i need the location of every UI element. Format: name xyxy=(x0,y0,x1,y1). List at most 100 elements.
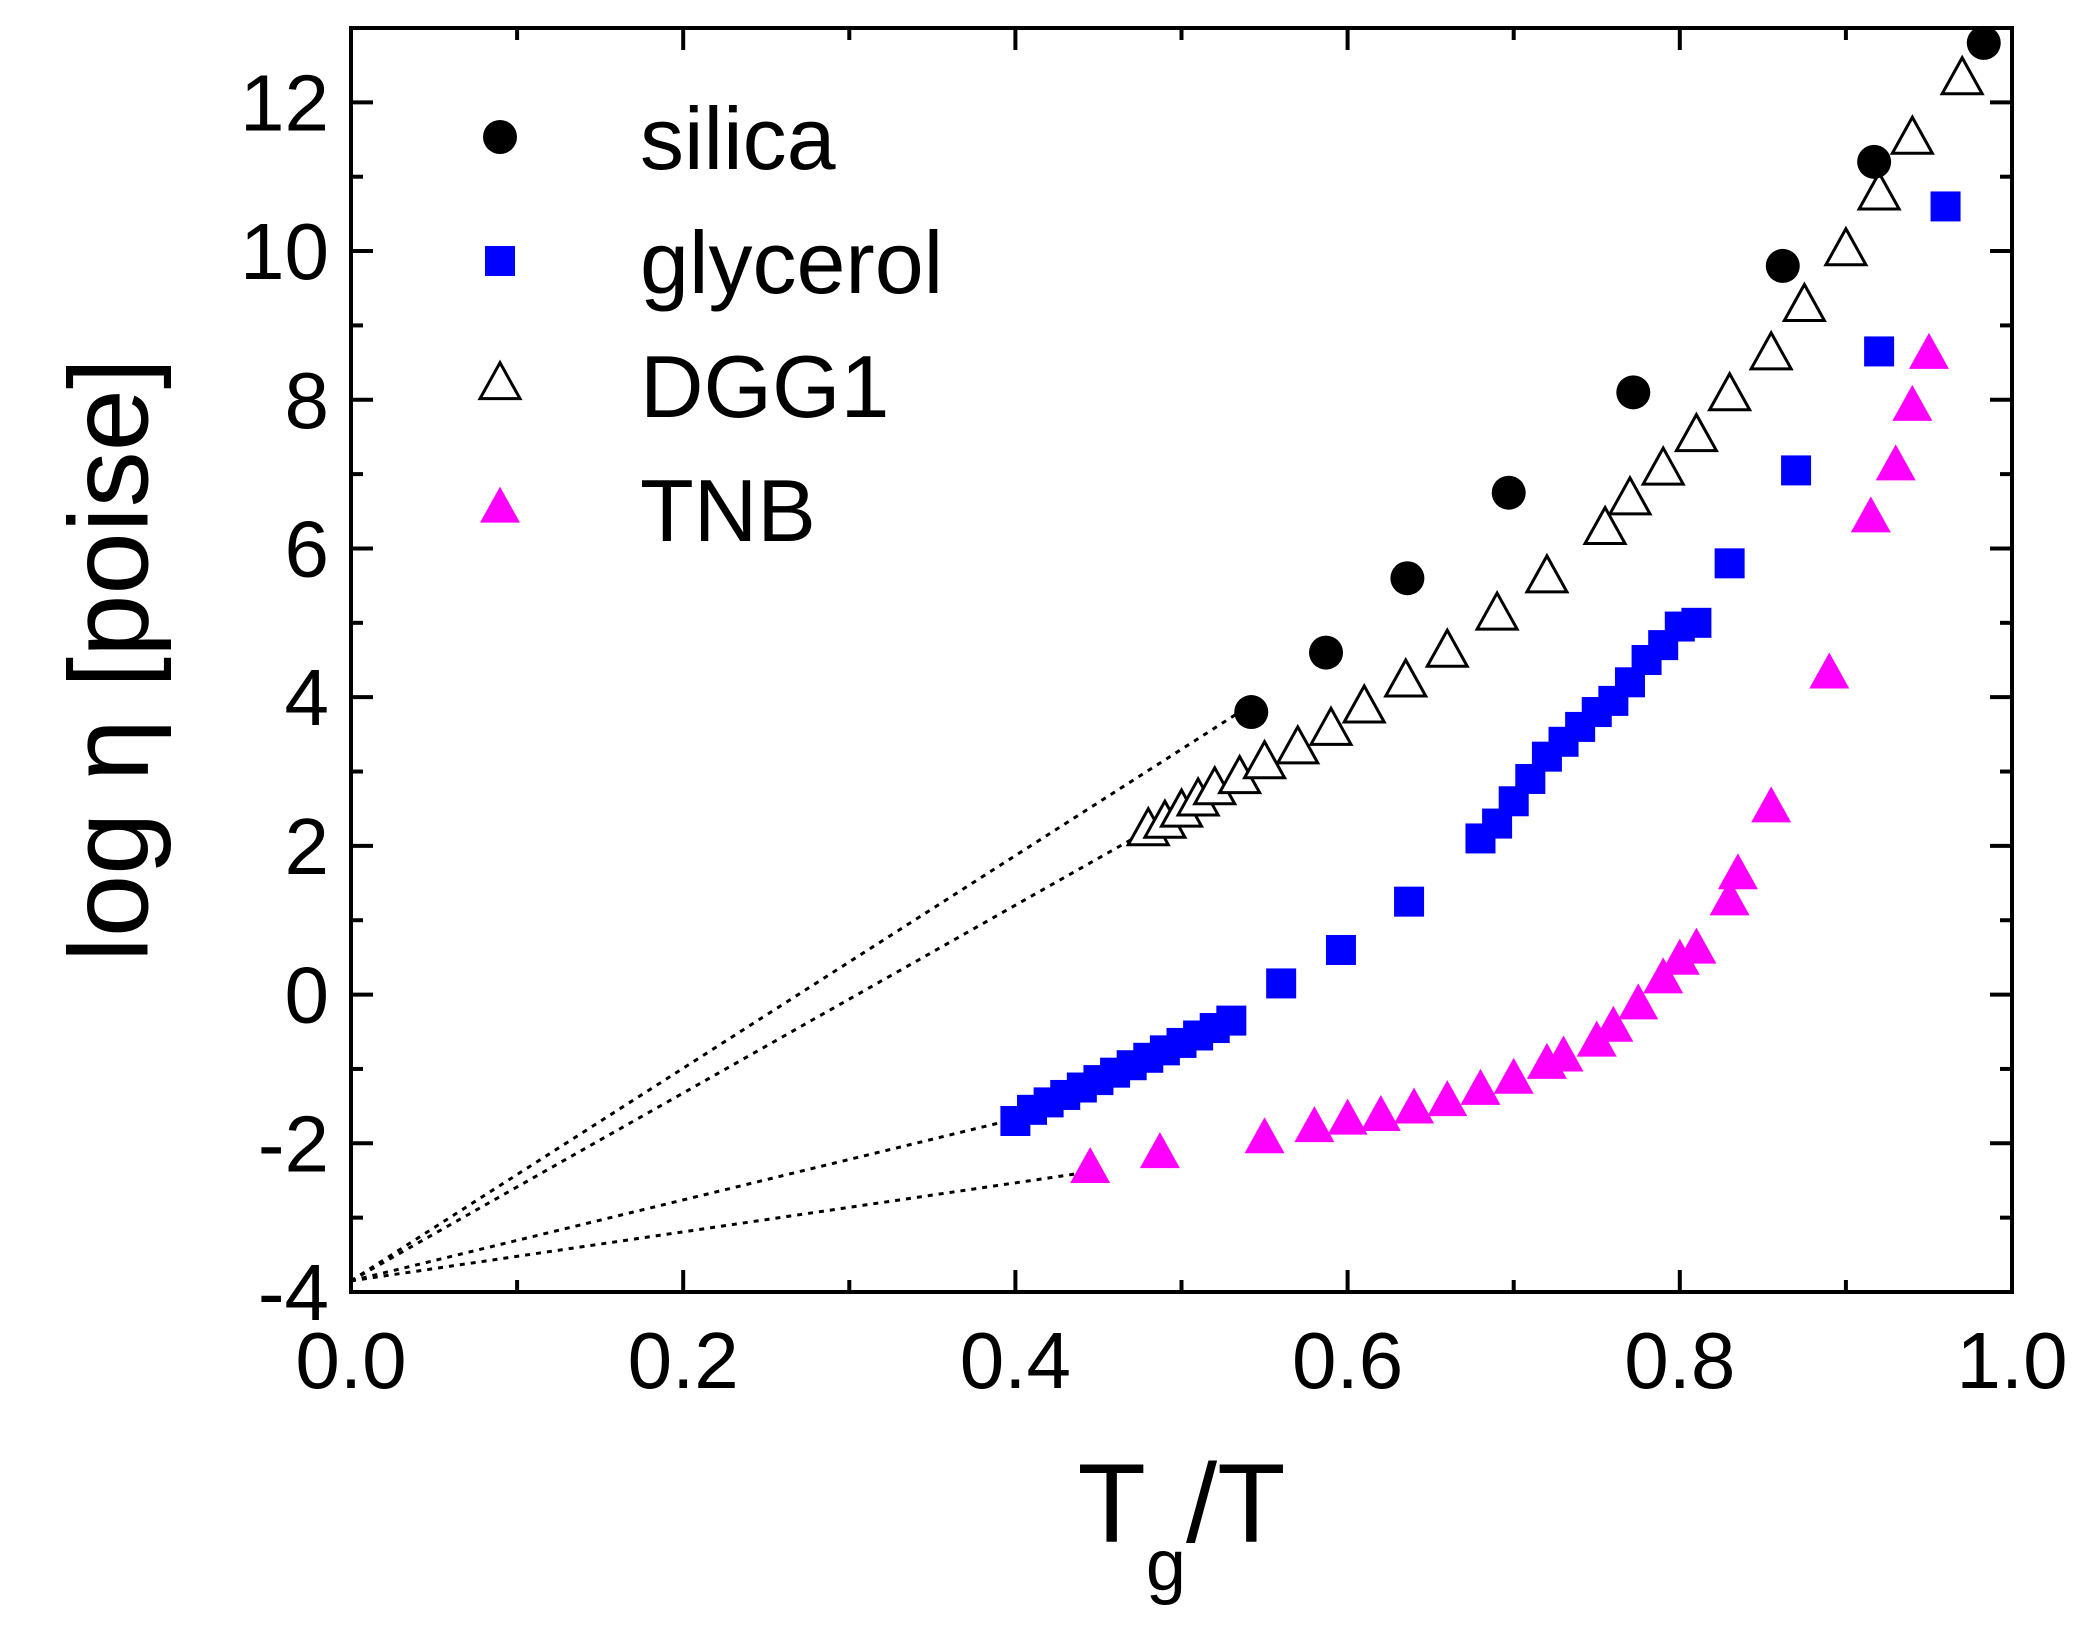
legend-marker-silica xyxy=(483,120,517,154)
y-tick-label: 8 xyxy=(285,356,330,445)
legend-label-glycerol: glycerol xyxy=(640,213,943,312)
tnb-point xyxy=(1394,1087,1435,1124)
tnb-point xyxy=(1875,444,1916,481)
tnb-point xyxy=(1460,1068,1501,1105)
legend-marker-dgg1 xyxy=(477,359,523,401)
extrapolation-lines xyxy=(350,710,1241,1283)
tick-labels: 0.0 0.2 0.4 0.6 0.8 1.0 -4 -2 0 2 4 6 8 10 12 xyxy=(240,58,2068,1405)
silica-point xyxy=(1309,635,1344,670)
glycerol-point xyxy=(1266,968,1297,999)
x-axis-title: Tg/T xyxy=(1078,1441,1286,1606)
y-tick-label: 6 xyxy=(285,504,330,593)
tnb-point xyxy=(1618,983,1659,1020)
legend: silica glycerol DGG1 TNB xyxy=(477,89,943,560)
dgg1-point xyxy=(1823,225,1869,267)
tnb-point xyxy=(1717,853,1758,890)
dgg1-point xyxy=(1856,169,1902,211)
dgg1-point xyxy=(1308,705,1354,746)
tnb-point xyxy=(1659,938,1700,975)
series-glycerol xyxy=(1000,191,1961,1136)
tnb-point xyxy=(1360,1094,1401,1131)
glycerol-point xyxy=(1781,455,1812,486)
tnb-point xyxy=(1070,1146,1111,1183)
legend-label-tnb: TNB xyxy=(640,461,816,560)
dgg1-point xyxy=(1939,54,1985,96)
tnb-point xyxy=(1244,1117,1285,1154)
tnb-point xyxy=(1327,1098,1368,1135)
glycerol-point xyxy=(1325,934,1356,965)
tnb-point xyxy=(1676,927,1717,964)
y-tick-label: 4 xyxy=(285,653,330,742)
glycerol-point xyxy=(1930,191,1961,222)
tnb-point xyxy=(1751,786,1792,823)
silica-point xyxy=(1390,561,1425,596)
y-tick-label: 0 xyxy=(285,951,330,1040)
dgg1-point xyxy=(1383,656,1429,698)
tnb-point xyxy=(1643,957,1684,994)
y-tick-label: 12 xyxy=(240,58,329,147)
extrapolation-line xyxy=(350,1119,1008,1283)
y-tick-label: -4 xyxy=(258,1248,329,1337)
glycerol-point xyxy=(1714,548,1745,579)
extrapolation-line xyxy=(350,833,1141,1283)
x-tick-label: 0.0 xyxy=(295,1316,406,1405)
tnb-point xyxy=(1427,1080,1468,1117)
dgg1-point xyxy=(1640,444,1686,486)
dgg1-point xyxy=(1781,281,1827,323)
tnb-point xyxy=(1139,1132,1180,1169)
x-axis-title-suffix: /T xyxy=(1186,1441,1286,1566)
dgg1-point xyxy=(1424,627,1470,668)
x-axis-title-subscript: g xyxy=(1146,1526,1186,1606)
glycerol-point xyxy=(1864,336,1895,367)
extrapolation-line xyxy=(350,710,1241,1283)
legend-marker-tnb xyxy=(480,486,520,523)
x-tick-label: 1.0 xyxy=(1956,1316,2067,1405)
dgg1-point xyxy=(1242,738,1288,780)
y-axis-title: log η [poise] xyxy=(47,358,172,962)
dgg1-point xyxy=(1607,474,1653,516)
extrapolation-line xyxy=(350,1171,1083,1283)
x-tick-label: 0.6 xyxy=(1292,1316,1403,1405)
glycerol-point xyxy=(1394,886,1425,917)
legend-marker-glycerol xyxy=(485,246,515,276)
y-tick-label: 10 xyxy=(240,207,329,296)
legend-label-dgg1: DGG1 xyxy=(640,337,889,436)
silica-point xyxy=(1616,375,1651,410)
x-axis-title-main: T xyxy=(1078,1441,1146,1566)
x-tick-label: 0.2 xyxy=(628,1316,739,1405)
series-silica xyxy=(1234,25,2001,730)
glycerol-point xyxy=(1681,607,1712,638)
glycerol-point xyxy=(1216,1005,1247,1036)
tnb-point xyxy=(1294,1106,1335,1143)
plot-frame xyxy=(349,26,2014,1294)
dgg1-point xyxy=(1474,589,1520,631)
silica-point xyxy=(1857,144,1892,179)
tnb-point xyxy=(1850,496,1891,533)
dgg1-point xyxy=(1673,411,1719,453)
dgg1-point xyxy=(1275,723,1321,765)
series-tnb xyxy=(1070,332,1949,1183)
silica-point xyxy=(1491,475,1526,510)
dgg1-point xyxy=(1748,329,1794,371)
tnb-point xyxy=(1493,1057,1534,1094)
data-markers xyxy=(1000,25,2001,1183)
y-tick-label: 2 xyxy=(285,802,330,891)
axis-ticks xyxy=(349,28,2014,1294)
tnb-point xyxy=(1709,879,1750,916)
tnb-point xyxy=(1892,384,1933,421)
silica-point xyxy=(1765,248,1800,283)
dgg1-point xyxy=(1341,682,1387,724)
x-tick-label: 0.8 xyxy=(1624,1316,1735,1405)
dgg1-point xyxy=(1582,504,1628,546)
silica-point xyxy=(1234,695,1269,730)
tnb-point xyxy=(1543,1035,1584,1072)
tnb-point xyxy=(1809,652,1850,689)
dgg1-point xyxy=(1889,114,1935,155)
y-tick-label: -2 xyxy=(258,1099,329,1188)
series-dgg1 xyxy=(1125,54,1985,847)
dgg1-point xyxy=(1524,552,1570,594)
tnb-point xyxy=(1908,332,1949,369)
legend-label-silica: silica xyxy=(640,89,836,188)
dgg1-point xyxy=(1707,370,1753,412)
